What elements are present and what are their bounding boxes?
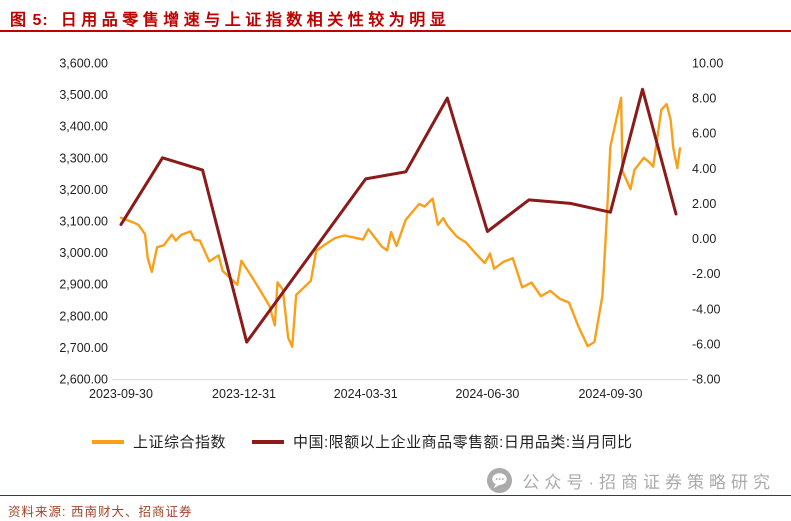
series-line-retail-yoy	[119, 87, 678, 344]
x-axis-tick-label: 2024-06-30	[455, 387, 519, 401]
left-axis-tick-label: 3,500.00	[59, 88, 108, 102]
x-axis-tick-label: 2023-09-30	[89, 387, 153, 401]
series-line-sse-index	[119, 96, 682, 348]
legend-label-sse-index: 上证综合指数	[133, 434, 227, 451]
x-axis-tick-label: 2024-09-30	[578, 387, 642, 401]
right-axis-tick-label: 0.00	[692, 232, 716, 246]
legend-swatch-retail-yoy	[252, 439, 285, 444]
right-axis-tick-label: 2.00	[692, 197, 716, 211]
left-axis-tick-label: 2,600.00	[59, 373, 108, 387]
left-axis-tick-label: 3,400.00	[59, 120, 108, 134]
figure-number: 图 5:	[10, 12, 49, 29]
legend-item-retail-yoy: 中国:限额以上企业商品零售额:日用品类:当月同比	[252, 431, 633, 452]
left-axis-tick-label: 3,000.00	[59, 246, 108, 260]
watermark: 公众号·招商证券策略研究	[486, 467, 775, 494]
source-note: 资料来源: 西南财大、招商证券	[8, 505, 193, 519]
legend-item-sse-index: 上证综合指数	[92, 431, 226, 452]
x-axis-tick-label: 2023-12-31	[212, 387, 276, 401]
right-axis-tick-label: -2.00	[692, 267, 721, 281]
right-axis-tick-label: 8.00	[692, 92, 716, 106]
right-axis-tick-label: -6.00	[692, 337, 721, 351]
footer-divider	[0, 495, 791, 496]
legend-swatch-sse-index	[92, 439, 124, 444]
left-axis-tick-label: 2,900.00	[59, 278, 108, 292]
chart-legend: 上证综合指数 中国:限额以上企业商品零售额:日用品类:当月同比	[92, 431, 633, 452]
left-axis-tick-label: 3,100.00	[59, 215, 108, 229]
right-axis-tick-label: -4.00	[692, 302, 721, 316]
watermark-text: 公众号·招商证券策略研究	[522, 473, 775, 492]
right-axis-tick-label: 10.00	[692, 57, 723, 71]
left-axis-tick-label: 2,800.00	[59, 309, 108, 323]
title-divider	[0, 30, 791, 32]
right-axis-tick-label: -8.00	[692, 373, 721, 387]
left-axis-tick-label: 3,600.00	[59, 57, 108, 71]
figure-title-row: 图 5: 日用品零售增速与上证指数相关性较为明显	[10, 6, 450, 30]
left-axis-tick-label: 2,700.00	[59, 341, 108, 355]
wechat-icon	[487, 467, 513, 494]
x-axis-tick-label: 2024-03-31	[334, 387, 398, 401]
right-axis-tick-label: 6.00	[692, 127, 716, 141]
figure-title: 日用品零售增速与上证指数相关性较为明显	[60, 12, 451, 29]
right-axis-tick-label: 4.00	[692, 162, 716, 176]
legend-label-retail-yoy: 中国:限额以上企业商品零售额:日用品类:当月同比	[293, 434, 633, 451]
left-axis-tick-label: 3,200.00	[59, 183, 108, 197]
left-axis-tick-label: 3,300.00	[59, 151, 108, 165]
